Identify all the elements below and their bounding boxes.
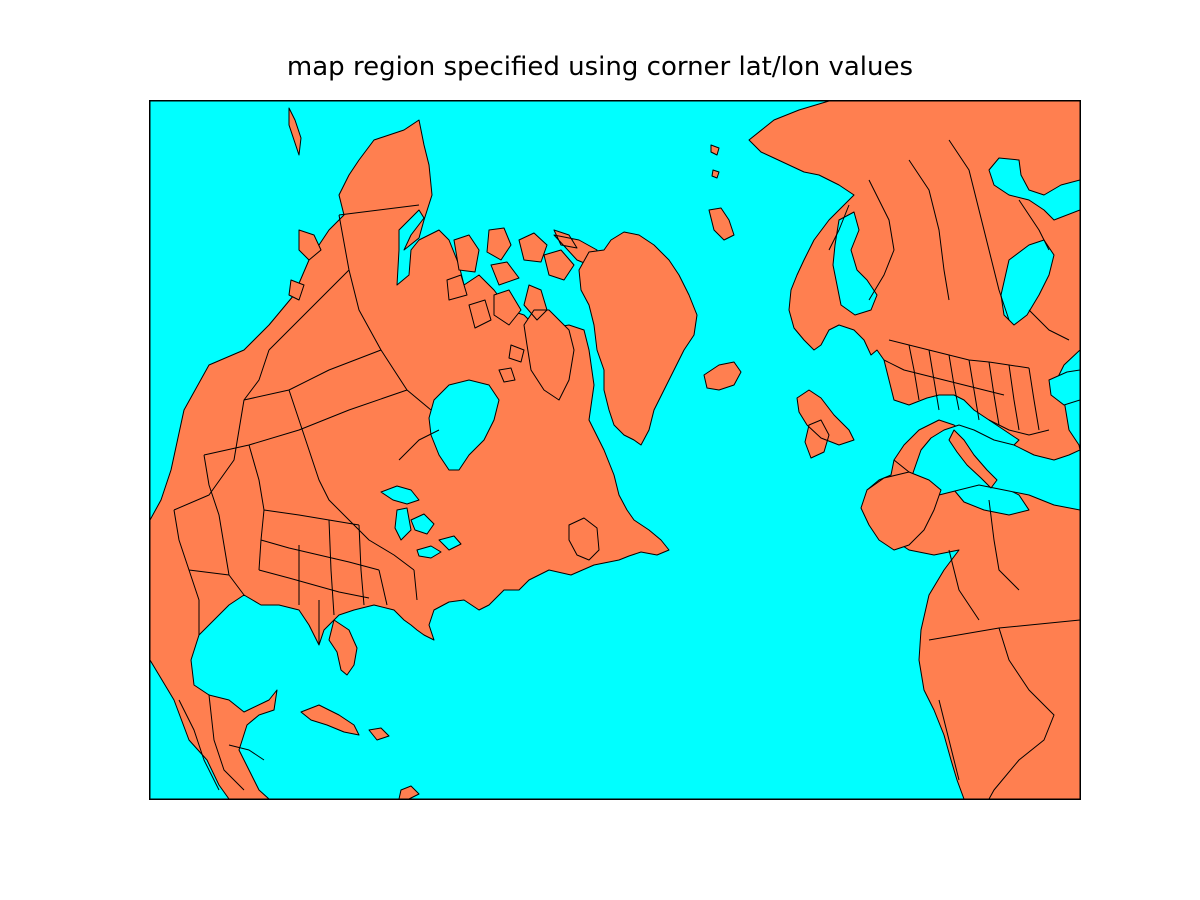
great-lakes — [380, 485, 462, 559]
newfoundland — [568, 517, 600, 561]
eurasia-landmass — [748, 101, 1080, 799]
caribbean-islands — [300, 704, 420, 799]
borders-north-america — [173, 204, 440, 791]
british-isles — [796, 389, 855, 459]
iceland — [703, 361, 742, 391]
svalbard — [708, 144, 735, 241]
map — [149, 100, 1081, 800]
arctic-archipelago — [446, 227, 598, 401]
alaska-islands — [288, 107, 322, 301]
greenland — [578, 231, 698, 446]
florida-peninsula — [328, 619, 358, 676]
borders-europe — [828, 139, 1070, 473]
map-title: map region specified using corner lat/lo… — [286, 52, 914, 82]
hudson-bay — [428, 379, 500, 471]
italy — [948, 429, 998, 489]
black-sea — [1048, 369, 1080, 406]
map-frame — [149, 100, 1081, 800]
borders-africa — [928, 499, 1080, 799]
north-america-landmass — [150, 119, 670, 799]
